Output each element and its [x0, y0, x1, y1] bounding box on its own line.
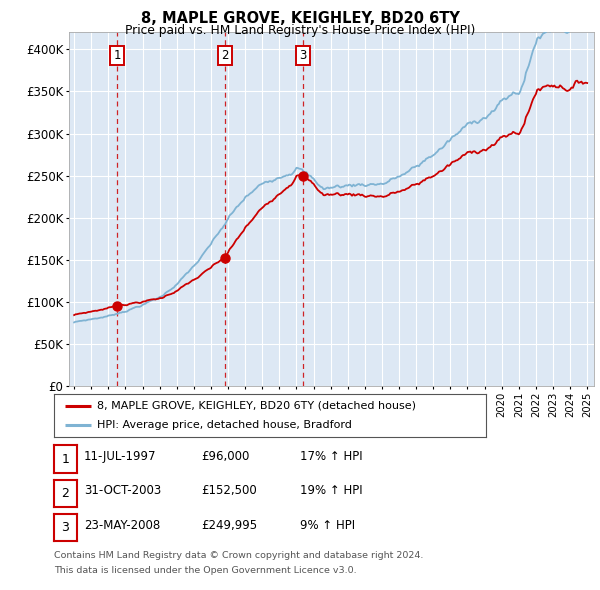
Text: This data is licensed under the Open Government Licence v3.0.: This data is licensed under the Open Gov… — [54, 566, 356, 575]
Text: 8, MAPLE GROVE, KEIGHLEY, BD20 6TY: 8, MAPLE GROVE, KEIGHLEY, BD20 6TY — [140, 11, 460, 25]
Text: 23-MAY-2008: 23-MAY-2008 — [84, 519, 160, 532]
Text: 19% ↑ HPI: 19% ↑ HPI — [300, 484, 362, 497]
Text: 3: 3 — [61, 521, 70, 534]
Text: 1: 1 — [61, 453, 70, 466]
Text: 31-OCT-2003: 31-OCT-2003 — [84, 484, 161, 497]
Text: 2: 2 — [61, 487, 70, 500]
Text: 8, MAPLE GROVE, KEIGHLEY, BD20 6TY (detached house): 8, MAPLE GROVE, KEIGHLEY, BD20 6TY (deta… — [97, 401, 416, 411]
Text: 9% ↑ HPI: 9% ↑ HPI — [300, 519, 355, 532]
Text: 17% ↑ HPI: 17% ↑ HPI — [300, 450, 362, 463]
Text: £249,995: £249,995 — [201, 519, 257, 532]
Text: HPI: Average price, detached house, Bradford: HPI: Average price, detached house, Brad… — [97, 420, 352, 430]
Text: Contains HM Land Registry data © Crown copyright and database right 2024.: Contains HM Land Registry data © Crown c… — [54, 551, 424, 560]
Text: Price paid vs. HM Land Registry's House Price Index (HPI): Price paid vs. HM Land Registry's House … — [125, 24, 475, 37]
Text: £152,500: £152,500 — [201, 484, 257, 497]
Text: 11-JUL-1997: 11-JUL-1997 — [84, 450, 157, 463]
Text: £96,000: £96,000 — [201, 450, 250, 463]
Text: 1: 1 — [113, 49, 121, 62]
Text: 2: 2 — [221, 49, 229, 62]
Text: 3: 3 — [299, 49, 307, 62]
